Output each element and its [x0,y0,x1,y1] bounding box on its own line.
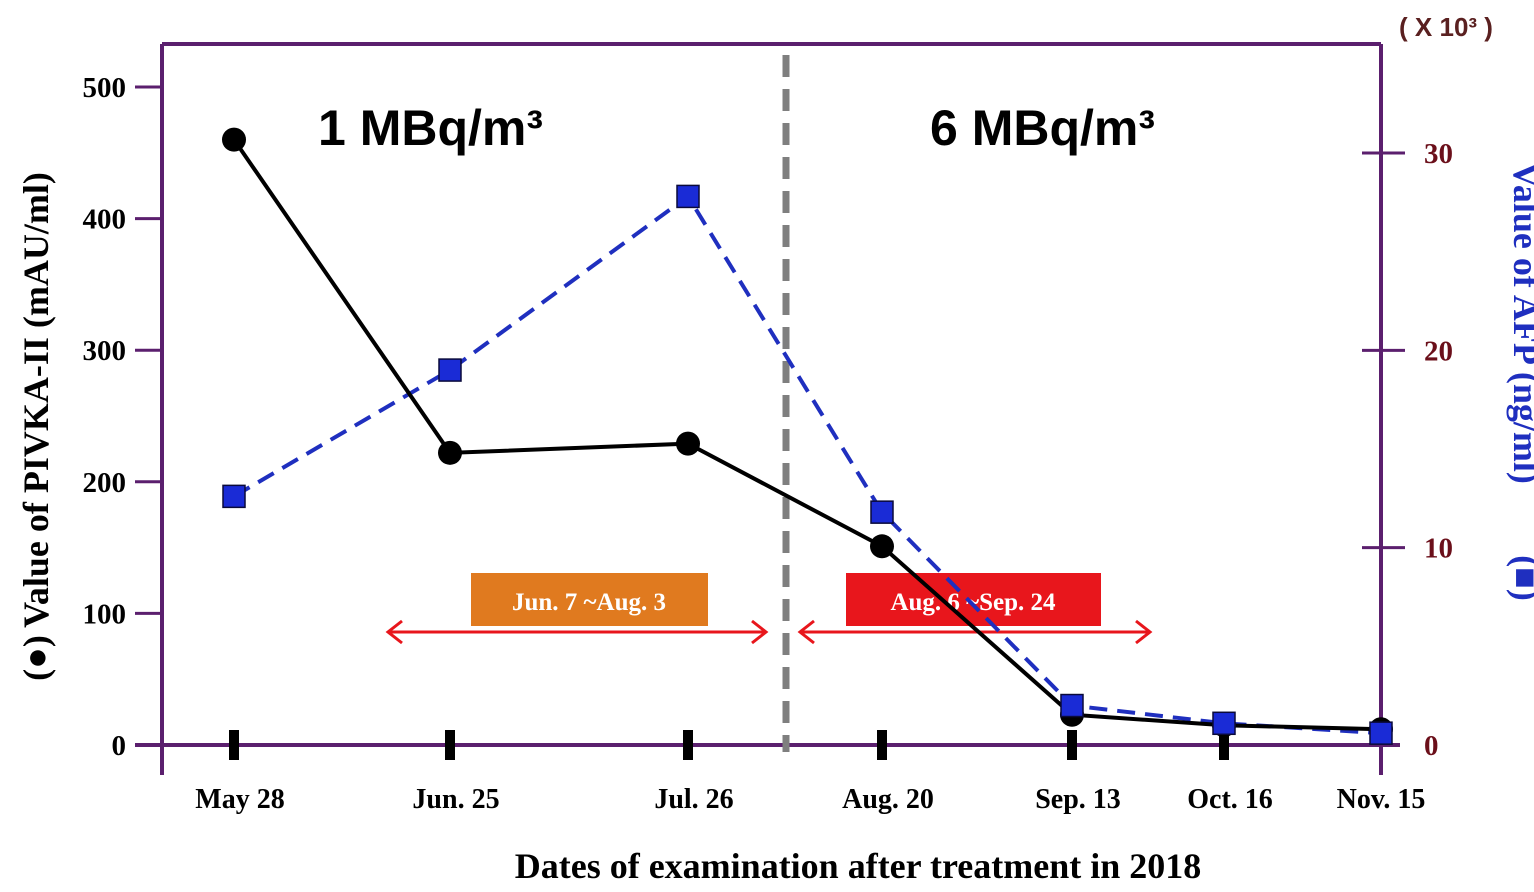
y2-tick-label: 20 [1424,335,1453,367]
period1-arrow [385,619,769,645]
x-tick-label: Nov. 15 [1337,784,1426,815]
y2-tick-label: 10 [1424,533,1453,565]
x-ticks: May 28 Jun. 25 Jul. 26 Aug. 20 Sep. 13 Oct. 1… [195,730,1425,815]
afp-point [438,358,462,382]
y-tick-label: 500 [83,72,127,104]
y-tick-label: 400 [83,204,127,236]
x-tick-label: Jul. 26 [654,784,733,815]
afp-point [222,484,246,509]
pivka-point [676,431,700,456]
y2-axis-title: Value of AFP (ng/ml) [1506,162,1534,484]
afp-point [676,184,700,209]
series-afp-line [232,193,1382,736]
right-period-label: 6 MBq/m³ [930,100,1155,156]
y-axis-marker: (●) [16,635,56,681]
period1-box-label: Jun. 7 ~Aug. 3 [512,589,666,616]
series-layer [222,127,1393,745]
x-tick-mark [877,730,887,760]
pivka-point [438,440,462,465]
y-ticks: 0 100 200 300 400 500 [83,72,162,762]
x-tick-mark [229,730,239,760]
y2-axis-marker: (■) [1506,555,1534,601]
x-tick-label: Oct. 16 [1187,784,1273,815]
period2-box [846,573,1101,626]
y2-tick-label: 30 [1424,138,1453,170]
period2-arrow [797,619,1153,645]
left-period-label: 1 MBq/m³ [318,100,543,156]
x-tick-mark [1219,730,1229,760]
afp-point [870,500,894,524]
series-pivka-line [232,138,1382,732]
pivka-point [222,127,246,152]
afp-point [1369,721,1393,745]
y2-unit-label: ( X 10³ ) [1399,12,1493,42]
y-tick-label: 100 [83,598,127,630]
y-tick-label: 200 [83,467,127,499]
afp-point [1212,711,1236,736]
period1-box [471,573,708,626]
x-tick-mark [683,730,693,760]
y-tick-label: 300 [83,335,127,367]
x-tick-mark [445,730,455,760]
x-tick-label: Sep. 13 [1035,784,1121,815]
afp-point [1060,693,1084,718]
y-tick-label: 0 [112,730,127,762]
x-axis-title: Dates of examination after treatment in … [515,846,1202,886]
y-axis-title: Value of PIVKA-II (mAU/ml) [16,172,56,628]
x-tick-label: Aug. 20 [842,784,934,815]
y2-tick-label: 0 [1424,730,1439,762]
x-tick-label: May 28 [195,784,284,815]
x-tick-mark [1067,730,1077,760]
y2-ticks: 0 10 20 30 [1362,138,1453,762]
pivka-point [870,534,894,559]
x-tick-label: Jun. 25 [412,784,499,815]
